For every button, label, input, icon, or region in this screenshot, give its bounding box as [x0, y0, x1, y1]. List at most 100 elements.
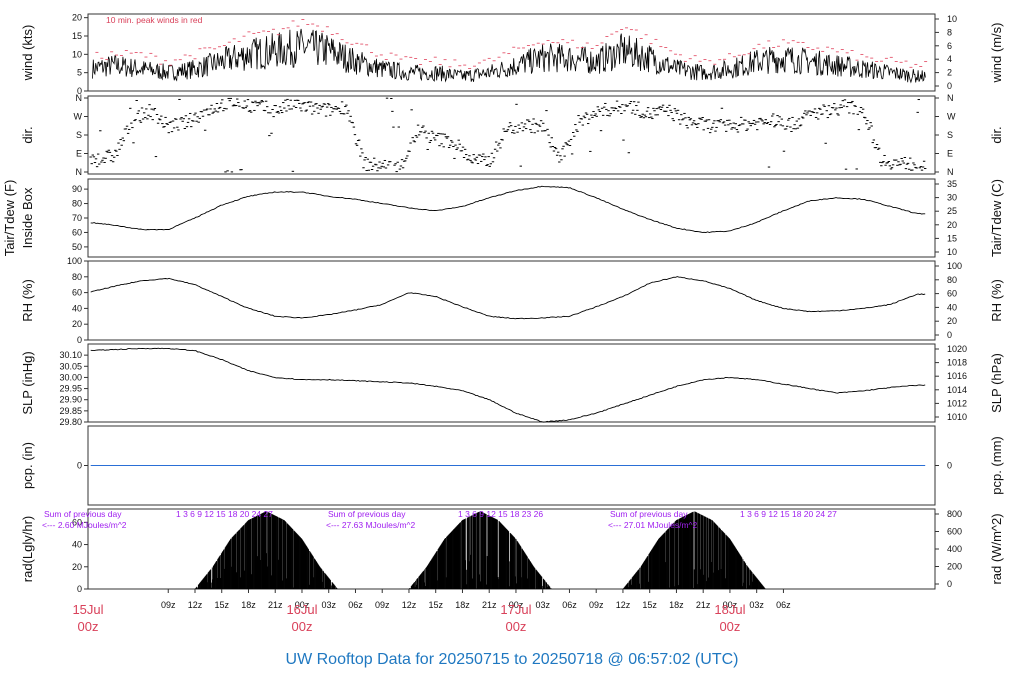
y-tick-label: 5 [77, 68, 82, 78]
x-tick-label: 09z [161, 600, 176, 610]
summary-line2: <--- 27.63 MJoules/m^2 [326, 520, 416, 530]
y-tick-label: 15 [72, 31, 82, 41]
y-axis-label: pcp. (in) [20, 442, 35, 489]
panel-frame [87, 260, 936, 341]
y-tick-label: 29.80 [59, 417, 82, 427]
y2-tick-label: 1016 [947, 371, 967, 381]
x-tick-label: 06z [348, 600, 363, 610]
y-tick-label: 70 [72, 213, 82, 223]
y2-axis-label: Tair/Tdew (C) [989, 179, 1004, 257]
y-axis-label: RH (%) [20, 279, 35, 322]
y-tick-label: 80 [72, 272, 82, 282]
y-axis-label: rad(Lgly/hr) [20, 516, 35, 582]
y2-tick-label: 20 [947, 220, 957, 230]
x-tick-label: 18z [455, 600, 470, 610]
y2-axis-label: wind (m/s) [989, 23, 1004, 84]
y2-tick-label: 8 [947, 27, 952, 37]
y-tick-label: E [76, 149, 82, 159]
y2-axis-label: pcp. (mm) [989, 436, 1004, 495]
y2-tick-label: 0 [947, 579, 952, 589]
y2-tick-label: 30 [947, 193, 957, 203]
x-tick-label: 06z [776, 600, 791, 610]
summary-hours: 1 3 6 9 12 15 18 20 24 27 [176, 509, 273, 519]
y-tick-label: 0 [77, 335, 82, 345]
y2-tick-label: 80 [947, 275, 957, 285]
x-axis: 09z 12z 15z 18z 21z 00z 03z 06z 09z 12z 15z 18z 21z 0… [72, 589, 791, 634]
x-tick-label: 09z [589, 600, 604, 610]
panel-wind: 0 5 10 15 20 0 2 4 6 8 10 wind (kts) wind (m/s) 10 mi… [20, 13, 1004, 96]
day-label-time: 00z [505, 619, 526, 634]
y2-tick-label: 4 [947, 54, 952, 64]
y2-tick-label: 40 [947, 302, 957, 312]
y2-tick-label: 35 [947, 179, 957, 189]
panel-frame [87, 95, 936, 175]
x-tick-label: 15z [642, 600, 657, 610]
y2-axis-label: RH (%) [989, 279, 1004, 322]
y-axis-label: SLP (inHg) [20, 351, 35, 414]
y-tick-label: 30.00 [59, 372, 82, 382]
summary-line1: Sum of previous day [328, 509, 406, 519]
x-tick-label: 21z [268, 600, 283, 610]
y-tick-label: S [76, 130, 82, 140]
x-tick-label: 21z [696, 600, 711, 610]
y2-tick-label: N [947, 93, 954, 103]
y-axis-label: dir. [20, 126, 35, 143]
y-tick-label: 100 [67, 256, 82, 266]
day-label-time: 00z [719, 619, 740, 634]
day-label-time: 00z [78, 619, 99, 634]
panel-temperature: 50 60 70 80 90 10 15 20 25 30 35 Tair/Tdew (F) Insid… [2, 178, 1004, 258]
y2-axis-label: dir. [989, 126, 1004, 143]
y2-tick-label: 1018 [947, 358, 967, 368]
y-axis-label: wind (kts) [20, 25, 35, 82]
summary-line2: <--- 27.01 MJoules/m^2 [608, 520, 698, 530]
y-tick-label: 20 [72, 562, 82, 572]
y-tick-label: 29.85 [59, 406, 82, 416]
y2-tick-label: 200 [947, 562, 962, 572]
y-tick-label: 30.05 [59, 361, 82, 371]
y-axis-label: Tair/Tdew (F) [2, 180, 17, 257]
y-tick-label: W [74, 112, 83, 122]
y-tick-label: 0 [77, 584, 82, 594]
y-tick-label: 20 [72, 319, 82, 329]
y2-tick-label: 1012 [947, 398, 967, 408]
y2-tick-label: 100 [947, 261, 962, 271]
y2-tick-label: W [947, 112, 956, 122]
y-tick-label: 90 [72, 184, 82, 194]
x-tick-label: 03z [535, 600, 550, 610]
x-tick-label: 18z [241, 600, 256, 610]
x-tick-label: 18z [669, 600, 684, 610]
y-tick-label: 30.10 [59, 350, 82, 360]
day-label-time: 00z [291, 619, 312, 634]
x-tick-label: 00z [295, 600, 310, 610]
chart-title: UW Rooftop Data for 20250715 to 20250718… [286, 651, 739, 668]
series-wind-speed [92, 28, 926, 84]
y2-tick-label: 1014 [947, 385, 967, 395]
y2-axis-label: rad (W/m^2) [989, 513, 1004, 584]
y2-tick-label: S [947, 130, 953, 140]
y-tick-label: 40 [72, 303, 82, 313]
x-tick-label: 15z [214, 600, 229, 610]
x-tick-label: 00z [509, 600, 524, 610]
x-tick-label: 06z [562, 600, 577, 610]
panel-frame [87, 343, 936, 423]
y2-tick-label: 0 [947, 330, 952, 340]
y-tick-label: 29.90 [59, 395, 82, 405]
y2-tick-label: 20 [947, 316, 957, 326]
summary-line1: Sum of previous day [610, 509, 688, 519]
y-tick-label: 10 [72, 49, 82, 59]
x-tick-label: 03z [749, 600, 764, 610]
y2-tick-label: 600 [947, 527, 962, 537]
y-tick-label: 0 [77, 461, 82, 471]
y2-tick-label: 0 [947, 461, 952, 471]
panel-frame [87, 178, 936, 258]
series-temperature [90, 185, 926, 233]
y2-tick-label: 0 [947, 81, 952, 91]
y-tick-label: 60 [72, 288, 82, 298]
y2-axis-label: SLP (hPa) [989, 353, 1004, 413]
summary-line1: Sum of previous day [44, 509, 122, 519]
y-tick-label: 60 [72, 517, 82, 527]
